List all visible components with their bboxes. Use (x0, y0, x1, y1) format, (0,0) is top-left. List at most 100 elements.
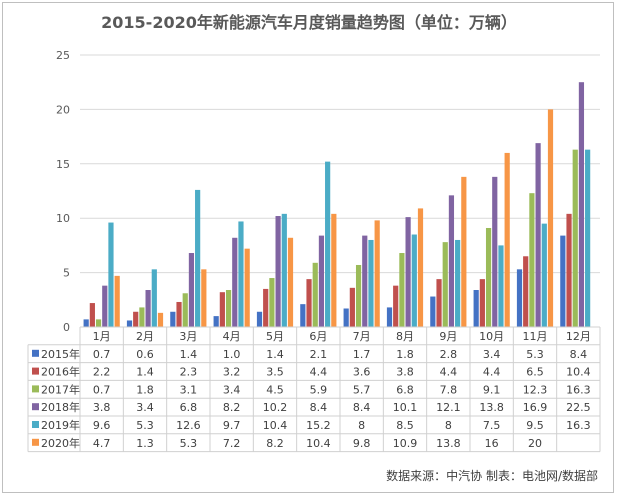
bar-2019年-4月 (238, 221, 244, 327)
bar-2015年-6月 (300, 304, 306, 327)
bar-2018年-8月 (405, 217, 411, 327)
data-table-cell: 13.8 (436, 437, 461, 450)
y-tick-label: 5 (63, 267, 70, 280)
bar-2018年-7月 (362, 235, 368, 327)
data-table-cell: 3.4 (483, 348, 501, 361)
bar-2019年-5月 (281, 213, 287, 327)
data-table-cell: 10.1 (393, 401, 418, 414)
bar-2016年-2月 (133, 311, 139, 327)
bar-2019年-6月 (325, 161, 331, 327)
bar-2018年-10月 (492, 176, 498, 327)
bar-2017年-7月 (355, 264, 362, 327)
data-table-cell: 12.1 (436, 401, 461, 414)
data-table-cell: 3.5 (266, 366, 284, 379)
bar-2017年-1月 (95, 319, 102, 327)
data-table-cell: 6.8 (396, 383, 414, 396)
bar-2016年-3月 (176, 301, 182, 327)
x-category-label: 11月 (523, 330, 548, 343)
bar-2019年-2月 (151, 269, 157, 327)
data-table-cell: 5.3 (136, 419, 154, 432)
bar-2015年-7月 (343, 308, 349, 327)
data-table-cell: 10.4 (566, 366, 591, 379)
x-category-label: 10月 (479, 330, 504, 343)
data-table-cell: 7.2 (223, 437, 241, 450)
bar-2016年-12月 (566, 213, 572, 327)
bar-2017年-8月 (399, 253, 405, 327)
legend-swatch (32, 438, 39, 446)
x-category-label: 8月 (396, 330, 414, 343)
legend-swatch (32, 403, 39, 411)
data-table-cell: 8 (445, 419, 452, 432)
bar-2019年-10月 (498, 245, 504, 327)
bar-2020年-8月 (417, 208, 424, 327)
data-table-cell: 8.5 (396, 419, 414, 432)
bar-2017年-6月 (312, 262, 318, 327)
data-table-cell: 9.7 (223, 419, 241, 432)
data-table-cell: 1.3 (136, 437, 154, 450)
data-table-cell: 6.8 (180, 401, 198, 414)
bar-2018年-1月 (102, 285, 108, 327)
data-table-cell: 4.4 (310, 366, 328, 379)
data-table-cell: 9.1 (483, 383, 501, 396)
data-table-cell: 10.4 (263, 419, 288, 432)
bar-2019年-7月 (368, 239, 374, 327)
data-table-cell: 16.3 (566, 383, 591, 396)
bar-2016年-5月 (263, 288, 269, 327)
bar-2017年-10月 (485, 227, 492, 327)
y-tick-label: 0 (63, 321, 70, 334)
legend-label: 2018年 (41, 400, 80, 414)
x-category-label: 12月 (566, 330, 591, 343)
y-tick-label: 25 (56, 49, 70, 62)
x-category-label: 2月 (136, 330, 154, 343)
bar-2015年-9月 (430, 296, 436, 327)
data-table-cell: 6.5 (526, 366, 544, 379)
data-table-cell: 1.7 (353, 348, 371, 361)
bar-2020年-3月 (201, 269, 207, 327)
x-category-label: 9月 (439, 330, 457, 343)
bar-2019年-9月 (455, 239, 461, 327)
bar-2015年-1月 (83, 319, 89, 327)
bar-2016年-9月 (436, 279, 442, 327)
bar-2018年-4月 (232, 237, 238, 327)
bar-2020年-7月 (374, 220, 380, 327)
bar-2015年-10月 (473, 290, 479, 327)
source-note: 数据来源：中汽协 制表：电池网/数据部 (386, 468, 598, 483)
bar-2019年-11月 (541, 223, 547, 327)
bar-2019年-1月 (108, 222, 114, 327)
bar-2016年-6月 (306, 279, 312, 327)
bar-2018年-2月 (145, 290, 151, 327)
data-table-cell: 1.8 (396, 348, 414, 361)
data-table-cell: 16 (485, 437, 499, 450)
x-category-label: 1月 (93, 330, 111, 343)
bar-2015年-4月 (213, 316, 219, 327)
bar-2015年-3月 (170, 311, 176, 327)
legend-label: 2016年 (41, 365, 80, 379)
data-table-cell: 8.4 (353, 401, 371, 414)
legend-swatch (32, 385, 39, 393)
bar-2020年-11月 (547, 109, 554, 328)
bar-2020年-10月 (504, 152, 510, 327)
bar-2018年-3月 (188, 253, 195, 327)
bar-2018年-9月 (448, 195, 455, 327)
data-table-cell: 1.4 (266, 348, 284, 361)
bar-2020年-1月 (114, 275, 120, 327)
data-table-cell: 3.4 (223, 383, 241, 396)
data-table-cell: 22.5 (566, 401, 591, 414)
data-table-cell: 15.2 (306, 419, 331, 432)
bar-2015年-12月 (560, 235, 566, 327)
data-table-cell: 7.5 (483, 419, 501, 432)
data-table-cell: 13.8 (479, 401, 504, 414)
data-table-cell: 1.8 (136, 383, 154, 396)
data-table-cell: 4.4 (440, 366, 458, 379)
data-table-cell: 10.4 (306, 437, 331, 450)
data-table-cell: 16.9 (523, 401, 548, 414)
data-table-cell: 3.1 (180, 383, 198, 396)
data-table-cell: 7.8 (440, 383, 458, 396)
data-table-cell: 16.3 (566, 419, 591, 432)
bar-2017年-3月 (182, 293, 188, 327)
bar-2020年-9月 (461, 176, 467, 327)
chart-title: 2015-2020年新能源汽车月度销量趋势图（单位：万辆） (101, 13, 517, 32)
data-table-cell: 5.3 (180, 437, 198, 450)
data-table-cell: 12.6 (176, 419, 201, 432)
